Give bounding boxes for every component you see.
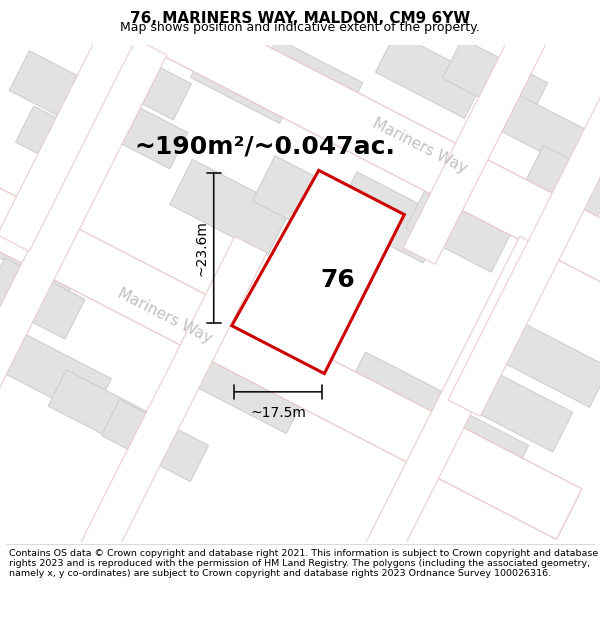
Polygon shape [500,321,600,408]
Polygon shape [53,236,267,614]
Polygon shape [190,38,299,123]
Polygon shape [275,347,385,432]
Polygon shape [101,399,209,481]
Polygon shape [448,39,600,416]
Polygon shape [406,183,514,272]
Polygon shape [23,0,600,370]
Polygon shape [98,45,191,120]
Polygon shape [257,39,363,122]
Polygon shape [170,159,290,255]
Polygon shape [9,51,115,134]
Polygon shape [334,172,446,263]
Polygon shape [48,370,152,450]
Text: ~23.6m: ~23.6m [195,220,209,276]
Polygon shape [0,258,85,339]
Polygon shape [232,171,404,374]
Text: Map shows position and indicative extent of the property.: Map shows position and indicative extent… [120,21,480,34]
Polygon shape [16,106,109,181]
Text: Contains OS data © Crown copyright and database right 2021. This information is : Contains OS data © Crown copyright and d… [9,549,598,578]
Polygon shape [253,156,368,249]
Polygon shape [421,399,529,481]
Polygon shape [442,39,548,122]
Polygon shape [0,102,582,539]
Polygon shape [525,146,600,218]
Polygon shape [467,368,573,452]
Polygon shape [496,92,594,170]
Polygon shape [0,202,91,293]
Polygon shape [0,331,112,418]
Polygon shape [102,98,188,169]
Polygon shape [346,352,455,437]
Polygon shape [0,0,193,251]
Polygon shape [403,0,600,264]
Text: ~17.5m: ~17.5m [250,406,306,420]
Text: Mariners Way: Mariners Way [115,286,215,346]
Text: 76: 76 [320,268,355,292]
Polygon shape [338,236,552,614]
Text: Mariners Way: Mariners Way [370,116,470,177]
Polygon shape [0,39,167,416]
Text: 76, MARINERS WAY, MALDON, CM9 6YW: 76, MARINERS WAY, MALDON, CM9 6YW [130,11,470,26]
Polygon shape [194,346,307,434]
Polygon shape [376,32,485,118]
Text: ~190m²/~0.047ac.: ~190m²/~0.047ac. [134,134,395,158]
